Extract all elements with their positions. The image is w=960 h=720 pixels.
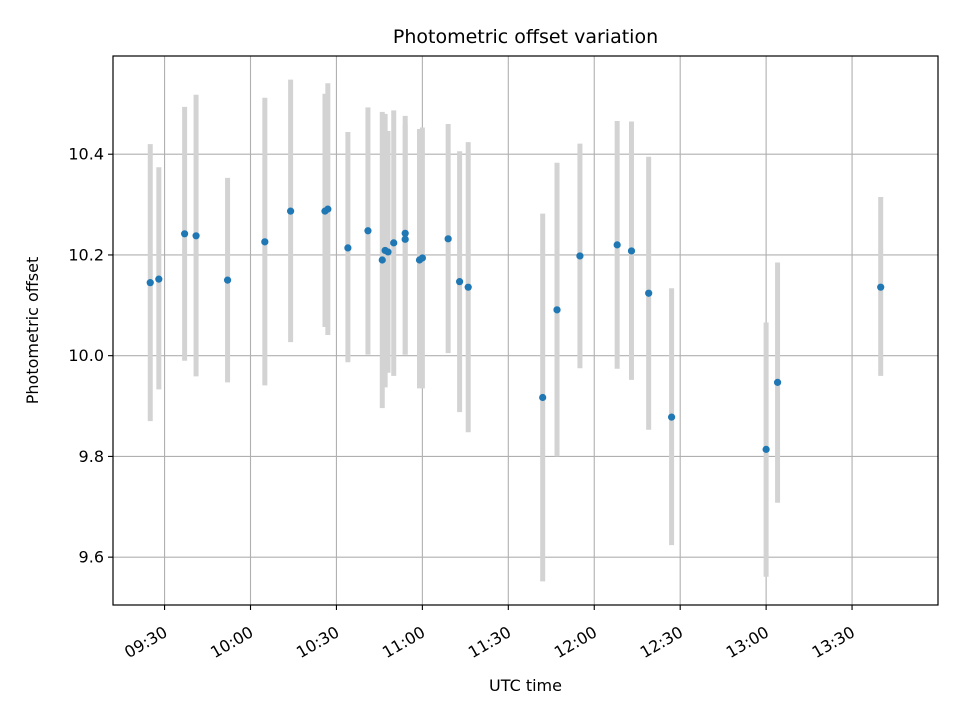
data-point bbox=[384, 248, 392, 256]
data-point bbox=[464, 283, 472, 291]
data-point bbox=[324, 205, 332, 213]
data-point bbox=[146, 279, 154, 287]
y-tick-label: 9.8 bbox=[79, 447, 104, 466]
y-tick-label: 9.6 bbox=[79, 548, 104, 567]
grid bbox=[113, 56, 938, 605]
data-point bbox=[773, 378, 782, 386]
data-point bbox=[539, 393, 547, 402]
chart-title: Photometric offset variation bbox=[393, 26, 658, 48]
data-point bbox=[418, 254, 426, 262]
data-point bbox=[667, 413, 676, 421]
data-point bbox=[261, 238, 269, 246]
data-point bbox=[401, 229, 409, 237]
data-point bbox=[181, 230, 189, 238]
data-point bbox=[390, 239, 398, 247]
data-point bbox=[553, 306, 561, 314]
data-point bbox=[576, 252, 584, 260]
data-point bbox=[762, 445, 770, 453]
data-point bbox=[627, 247, 636, 255]
data-point bbox=[344, 244, 352, 252]
data-point bbox=[192, 232, 200, 240]
plot-frame bbox=[112, 55, 939, 606]
data-point bbox=[613, 241, 621, 249]
data-point bbox=[155, 275, 163, 283]
data-point bbox=[877, 283, 885, 291]
y-tick-label: 10.0 bbox=[68, 346, 104, 365]
y-axis-label: Photometric offset bbox=[23, 257, 42, 405]
data-point bbox=[378, 256, 386, 264]
x-axis-label: UTC time bbox=[489, 676, 562, 695]
data-points bbox=[146, 205, 885, 453]
y-tick-label: 10.4 bbox=[68, 145, 104, 164]
data-point bbox=[456, 278, 464, 286]
y-tick-label: 10.2 bbox=[68, 245, 104, 264]
data-point bbox=[287, 207, 295, 215]
data-point bbox=[364, 227, 372, 235]
data-point bbox=[645, 289, 653, 297]
data-point bbox=[223, 276, 232, 284]
data-point bbox=[444, 235, 452, 243]
data-point bbox=[401, 235, 409, 243]
